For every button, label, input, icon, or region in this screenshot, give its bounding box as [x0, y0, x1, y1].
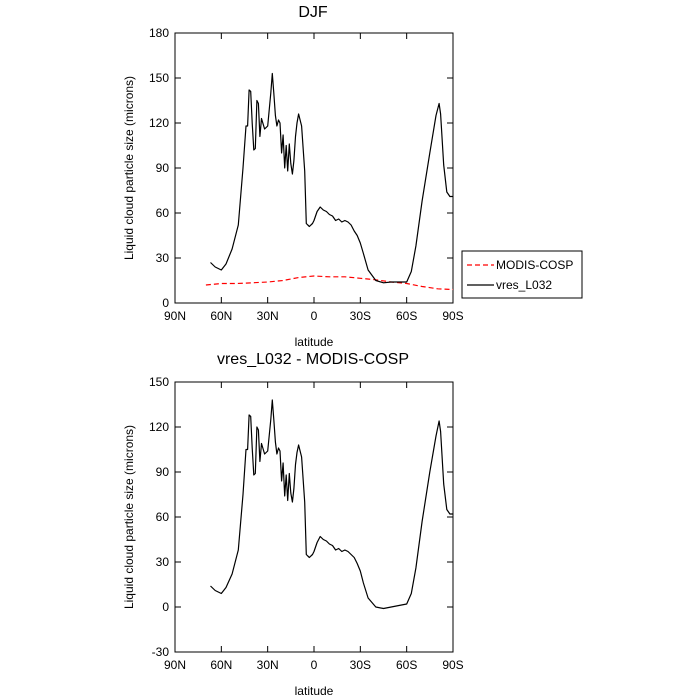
- x-axis: 90N 60N 30N 0 30S 60S 90S: [164, 382, 464, 672]
- y-tick-label: 30: [156, 555, 170, 569]
- y-axis-title: Liquid cloud particle size (microns): [122, 76, 136, 260]
- x-tick-label: 60S: [396, 658, 417, 672]
- series-line-vres-l032: [210, 72, 453, 284]
- legend-label-modis: MODIS-COSP: [496, 258, 573, 272]
- legend: MODIS-COSP vres_L032: [461, 250, 583, 299]
- y-tick-label: 0: [162, 600, 169, 614]
- y-tick-label: 60: [156, 510, 170, 524]
- x-tick-label: 60S: [396, 309, 417, 323]
- y-tick-label: 150: [149, 375, 169, 389]
- x-tick-label: 90S: [442, 309, 463, 323]
- x-tick-label: 60N: [210, 309, 232, 323]
- x-tick-label: 0: [311, 658, 318, 672]
- y-tick-label: 60: [156, 206, 170, 220]
- x-tick-label: 30S: [350, 658, 371, 672]
- y-tick-label: 0: [162, 296, 169, 310]
- x-tick-label: 60N: [210, 658, 232, 672]
- y-tick-label: 180: [149, 26, 169, 40]
- legend-label-vres: vres_L032: [496, 278, 552, 292]
- y-tick-label: 150: [149, 71, 169, 85]
- x-axis-title: latitude: [295, 684, 334, 698]
- panel-bottom: vres_L032 - MODIS-COSP -300306090120150 …: [122, 351, 464, 698]
- x-tick-label: 30N: [257, 658, 279, 672]
- chart-title: vres_L032 - MODIS-COSP: [217, 351, 409, 368]
- y-tick-label: 90: [156, 161, 170, 175]
- plot-frame: [174, 381, 454, 653]
- y-axis: 0 30 60 90 120 150 180: [149, 26, 453, 310]
- chart-title: DJF: [298, 4, 328, 21]
- plot-frame: [174, 32, 454, 304]
- y-tick-label: 120: [149, 420, 169, 434]
- x-axis: 90N 60N 30N 0 30S 60S 90S: [164, 33, 464, 323]
- x-tick-label: 30N: [257, 309, 279, 323]
- x-tick-label: 0: [311, 309, 318, 323]
- series-lines: [210, 399, 453, 610]
- y-axis-title: Liquid cloud particle size (microns): [122, 425, 136, 609]
- y-axis: -30 0 30 60 90 120 150: [149, 375, 453, 659]
- y-tick-label: 30: [156, 251, 170, 265]
- series-line-modis-cosp: [205, 275, 454, 291]
- y-tick-label: 90: [156, 465, 170, 479]
- x-tick-label: 30S: [350, 309, 371, 323]
- x-tick-label: 90N: [164, 658, 186, 672]
- series-lines: [205, 72, 454, 291]
- x-axis-title: latitude: [295, 335, 334, 349]
- panel-top: DJF 0 30 60 90 120 150 180 90N 60N 30N 0 30S 60S 90S…: [122, 4, 464, 349]
- x-tick-label: 90N: [164, 309, 186, 323]
- x-tick-label: 90S: [442, 658, 463, 672]
- y-tick-label: -30: [152, 645, 170, 659]
- legend-box: [461, 250, 583, 299]
- series-line-vres-l032-modis-cosp: [210, 399, 453, 610]
- y-tick-label: 120: [149, 116, 169, 130]
